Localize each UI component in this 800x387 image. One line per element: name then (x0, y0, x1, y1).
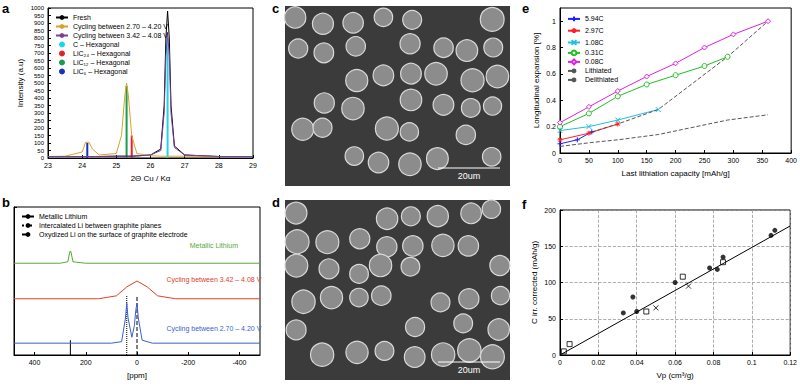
svg-text:50: 50 (585, 157, 593, 164)
svg-text:350: 350 (34, 103, 45, 109)
svg-text:c: c (272, 1, 279, 16)
svg-text:24: 24 (78, 162, 86, 169)
svg-text:100: 100 (34, 140, 45, 146)
svg-text:Metallic Lithium: Metallic Lithium (39, 213, 87, 220)
svg-text:150: 150 (34, 133, 45, 139)
svg-text:100: 100 (612, 157, 624, 164)
svg-text:650: 650 (34, 58, 45, 64)
svg-text:0.02: 0.02 (592, 359, 606, 366)
svg-text:2.97C: 2.97C (585, 27, 604, 34)
svg-text:29: 29 (249, 162, 257, 169)
svg-text:100: 100 (544, 279, 556, 286)
svg-text:150: 150 (544, 243, 556, 250)
svg-text:25: 25 (112, 162, 120, 169)
svg-text:0.1: 0.1 (747, 359, 757, 366)
svg-text:d: d (272, 195, 280, 210)
svg-text:0: 0 (558, 157, 562, 164)
svg-text:27: 27 (181, 162, 189, 169)
svg-text:850: 850 (34, 28, 45, 34)
svg-text:1000: 1000 (31, 5, 45, 11)
svg-text:Last lithiation capacity [mAh/: Last lithiation capacity [mAh/g] (622, 169, 730, 178)
svg-text:-400: -400 (232, 359, 246, 366)
svg-text:0: 0 (552, 150, 556, 157)
svg-text:700: 700 (34, 50, 45, 56)
svg-text:550: 550 (34, 73, 45, 79)
svg-text:a: a (2, 1, 10, 16)
svg-text:50: 50 (37, 148, 44, 154)
svg-text:750: 750 (34, 43, 45, 49)
svg-text:0.31C: 0.31C (585, 49, 604, 56)
svg-text:500: 500 (34, 80, 45, 86)
svg-text:0: 0 (41, 155, 45, 161)
svg-text:0.4: 0.4 (546, 97, 556, 104)
svg-text:400: 400 (34, 95, 45, 101)
svg-text:LiC₆ – Hexagonal: LiC₆ – Hexagonal (73, 68, 128, 76)
svg-text:Intensity (a.u): Intensity (a.u) (16, 58, 25, 107)
svg-text:0.04: 0.04 (630, 359, 644, 366)
svg-text:200: 200 (80, 359, 92, 366)
svg-text:450: 450 (34, 88, 45, 94)
svg-text:150: 150 (641, 157, 653, 164)
svg-text:26: 26 (147, 162, 155, 169)
svg-text:5.94C: 5.94C (585, 15, 604, 22)
svg-text:250: 250 (699, 157, 711, 164)
svg-text:0.6: 0.6 (546, 70, 556, 77)
svg-text:Cycling between 2.70 – 4.20 V: Cycling between 2.70 – 4.20 V (73, 23, 168, 31)
svg-text:20um: 20um (458, 365, 481, 375)
svg-text:1.08C: 1.08C (585, 39, 604, 46)
svg-text:50: 50 (548, 315, 556, 322)
svg-text:Cycling between 3.42 – 4.08 V: Cycling between 3.42 – 4.08 V (73, 32, 168, 40)
svg-text:2Θ Cu / Kα: 2Θ Cu / Kα (131, 174, 171, 183)
svg-text:0.12: 0.12 (783, 359, 797, 366)
svg-text:200: 200 (34, 125, 45, 131)
svg-text:Cycling between 3.42 – 4.08 V: Cycling between 3.42 – 4.08 V (166, 276, 261, 284)
svg-text:200: 200 (670, 157, 682, 164)
svg-text:Metallic Lithium: Metallic Lithium (190, 242, 238, 249)
svg-text:200: 200 (544, 207, 556, 214)
svg-text:Delithiated: Delithiated (585, 76, 618, 83)
svg-text:0.2: 0.2 (546, 123, 556, 130)
svg-text:20um: 20um (458, 171, 481, 181)
svg-text:0.08C: 0.08C (585, 58, 604, 65)
svg-text:1: 1 (552, 18, 556, 25)
svg-text:0.08: 0.08 (707, 359, 721, 366)
svg-text:600: 600 (34, 65, 45, 71)
svg-text:0: 0 (135, 359, 139, 366)
svg-text:Fresh: Fresh (73, 14, 91, 21)
svg-text:0: 0 (558, 359, 562, 366)
svg-text:900: 900 (34, 20, 45, 26)
svg-text:300: 300 (728, 157, 740, 164)
svg-text:LiC₁₂ – Hexagonal: LiC₁₂ – Hexagonal (73, 59, 130, 67)
svg-text:0.06: 0.06 (668, 359, 682, 366)
svg-text:23: 23 (44, 162, 52, 169)
svg-text:f: f (522, 197, 527, 212)
svg-text:400: 400 (29, 359, 41, 366)
svg-text:Intercalated Li between graphi: Intercalated Li between graphite planes (39, 222, 162, 230)
svg-text:Vp (cm³/g): Vp (cm³/g) (656, 371, 694, 380)
svg-text:300: 300 (34, 110, 45, 116)
svg-text:Oxydized Li on the surface of: Oxydized Li on the surface of graphite e… (39, 231, 188, 239)
svg-text:Longitudinal expansion [%]: Longitudinal expansion [%] (532, 33, 541, 129)
svg-text:LiC₂₄ – Hexagonal: LiC₂₄ – Hexagonal (73, 50, 131, 58)
svg-text:0.8: 0.8 (546, 44, 556, 51)
svg-text:[ppm]: [ppm] (127, 371, 147, 380)
svg-text:28: 28 (215, 162, 223, 169)
svg-text:e: e (522, 1, 529, 16)
svg-text:0: 0 (552, 352, 556, 359)
svg-text:950: 950 (34, 13, 45, 19)
svg-text:350: 350 (756, 157, 768, 164)
svg-text:C – Hexagonal: C – Hexagonal (73, 41, 120, 49)
svg-text:C irr. corrected (mAh/g): C irr. corrected (mAh/g) (530, 241, 539, 324)
svg-text:Lithiated: Lithiated (585, 67, 612, 74)
svg-text:Cycling between 2.70 – 4.20 V: Cycling between 2.70 – 4.20 V (166, 325, 261, 333)
svg-text:b: b (2, 195, 10, 210)
svg-text:-200: -200 (181, 359, 195, 366)
svg-text:250: 250 (34, 118, 45, 124)
svg-text:400: 400 (785, 157, 797, 164)
svg-text:800: 800 (34, 35, 45, 41)
